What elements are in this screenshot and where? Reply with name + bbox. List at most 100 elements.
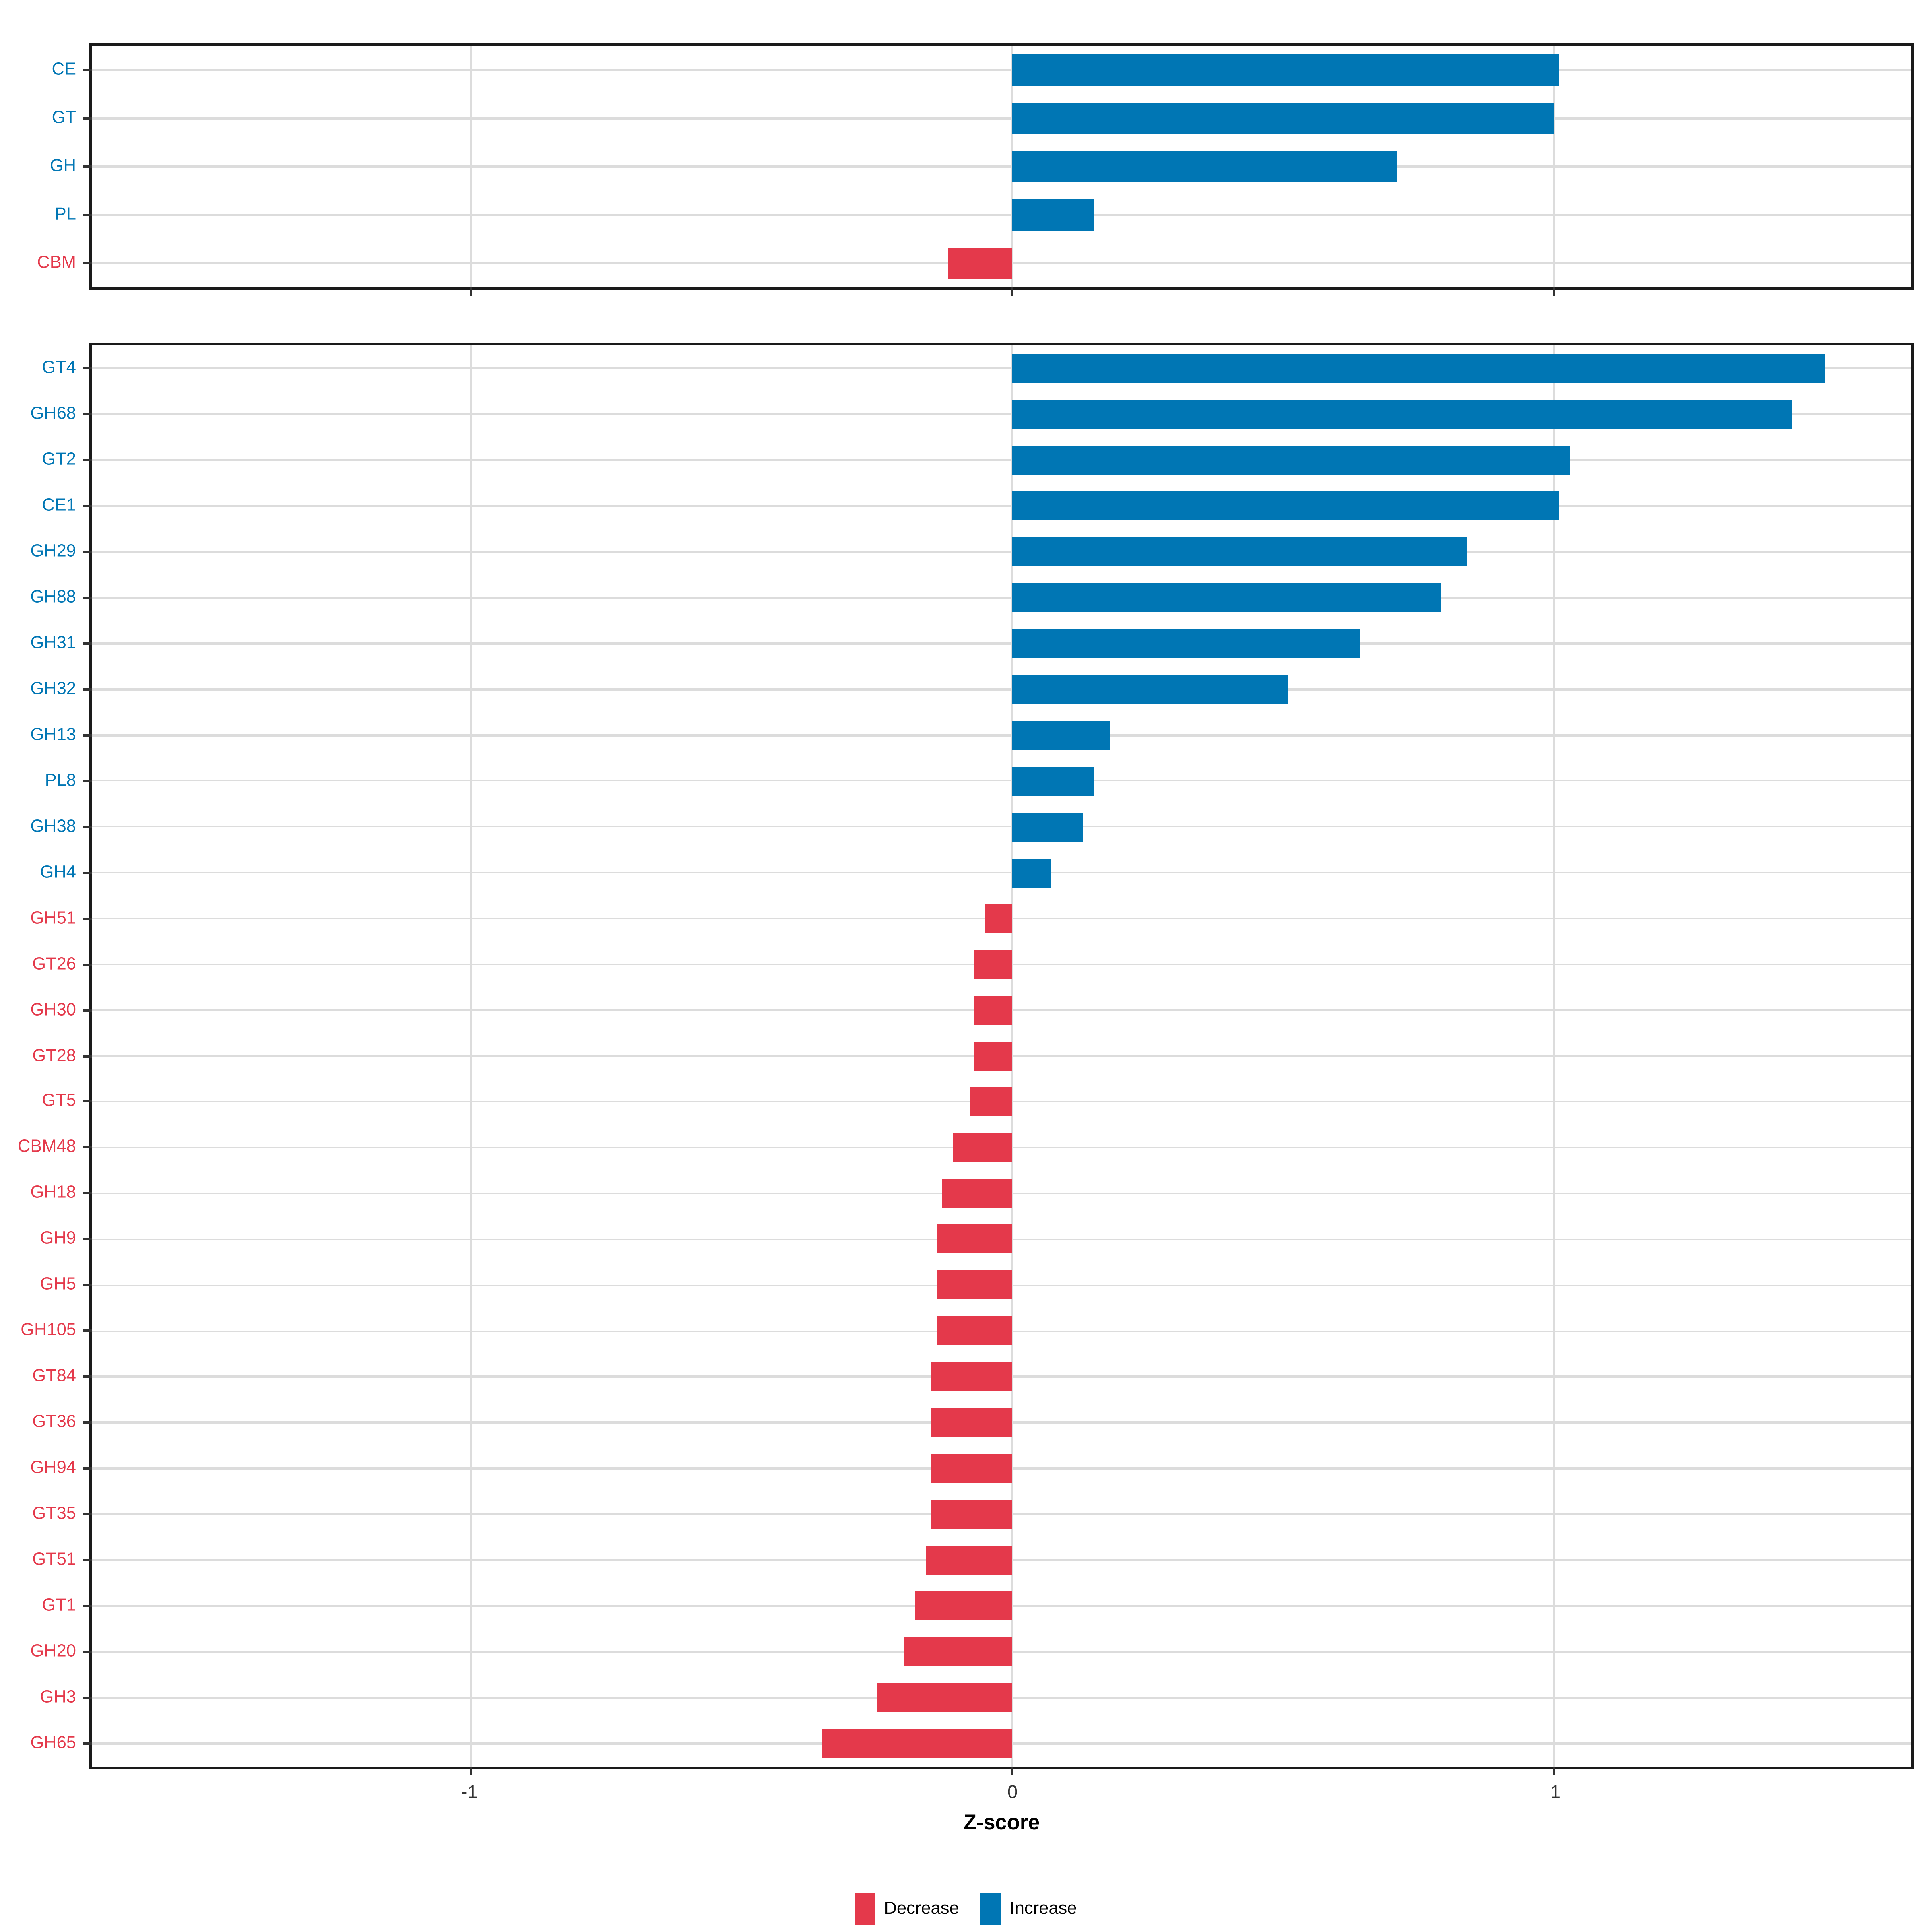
y-axis-tick-mark (83, 596, 92, 599)
bar-gh94 (931, 1454, 1013, 1483)
legend-item-increase: Increase (980, 1893, 1077, 1925)
horizontal-gridline (92, 551, 1911, 553)
category-label-gh29: GH29 (30, 541, 76, 561)
y-axis-tick-mark (83, 734, 92, 737)
horizontal-gridline (92, 597, 1911, 599)
bar-cbm48 (953, 1133, 1013, 1162)
legend-key-increase (980, 1893, 1001, 1925)
horizontal-gridline (92, 688, 1911, 690)
category-label-cbm48: CBM48 (17, 1137, 76, 1157)
y-axis-tick-mark (83, 1513, 92, 1516)
legend-label-decrease: Decrease (884, 1899, 959, 1919)
y-axis-tick-mark (83, 1559, 92, 1562)
category-label-gh9: GH9 (40, 1229, 76, 1249)
bar-gh18 (942, 1179, 1013, 1208)
category-label-gh32: GH32 (30, 679, 76, 699)
bar-cbm (947, 248, 1013, 279)
y-axis-tick-mark (83, 688, 92, 691)
y-axis-tick-mark (83, 1605, 92, 1608)
category-label-gt28: GT28 (32, 1046, 76, 1065)
bar-gt51 (926, 1546, 1013, 1575)
bar-gt (1012, 103, 1554, 134)
x-axis-tick-mark (469, 1767, 472, 1775)
bar-gt36 (931, 1408, 1013, 1437)
y-axis-tick-mark (83, 117, 92, 120)
bar-ce1 (1012, 491, 1560, 520)
bar-gh38 (1012, 812, 1083, 841)
y-axis-tick-mark (83, 413, 92, 415)
x-axis-title: Z-score (963, 1810, 1040, 1834)
category-label-gh31: GH31 (30, 633, 76, 653)
category-label-gt26: GT26 (32, 954, 76, 974)
category-label-gt84: GT84 (32, 1367, 76, 1387)
y-axis-tick-mark (83, 550, 92, 553)
legend-key-decrease (855, 1893, 876, 1925)
bar-gh29 (1012, 537, 1468, 566)
bar-gt28 (974, 1041, 1013, 1071)
bar-gh13 (1012, 720, 1110, 750)
y-axis-tick-mark (83, 504, 92, 507)
bar-gt1 (915, 1591, 1013, 1621)
category-label-gh38: GH38 (30, 817, 76, 836)
x-axis-tick-mark (1552, 287, 1555, 296)
category-label-gh20: GH20 (30, 1642, 76, 1662)
y-axis-tick-mark (83, 1192, 92, 1195)
bar-gt5 (969, 1087, 1013, 1117)
category-label-gh68: GH68 (30, 404, 76, 424)
horizontal-gridline (92, 642, 1911, 644)
bar-gh65 (823, 1729, 1013, 1759)
bar-gh20 (904, 1637, 1013, 1667)
bar-gh51 (985, 904, 1013, 933)
category-label-gh30: GH30 (30, 1000, 76, 1020)
bar-pl (1012, 199, 1094, 231)
x-tick-label-0: 0 (1007, 1782, 1018, 1803)
horizontal-gridline (92, 69, 1911, 71)
y-axis-tick-mark (83, 1421, 92, 1424)
category-label-gt: GT (52, 108, 76, 128)
y-axis-tick-mark (83, 1329, 92, 1332)
y-axis-tick-mark (83, 917, 92, 920)
category-label-gh105: GH105 (21, 1321, 76, 1341)
category-label-gh: GH (50, 157, 76, 176)
horizontal-gridline (92, 459, 1911, 461)
horizontal-gridline (92, 413, 1911, 415)
y-axis-tick-mark (83, 214, 92, 216)
bar-gt2 (1012, 445, 1571, 475)
bar-pl8 (1012, 766, 1094, 796)
bar-gh4 (1012, 858, 1051, 887)
category-label-gt36: GT36 (32, 1412, 76, 1432)
category-label-cbm: CBM (37, 253, 76, 273)
category-label-gt5: GT5 (42, 1092, 76, 1111)
category-label-gt2: GT2 (42, 450, 76, 469)
x-axis-tick-mark (1011, 1767, 1014, 1775)
panel-cazyme-families: GT4 GH68 GT2 CE1 GH29 GH88 GH31 GH32 GH13 PL8 GH38… (18, 343, 1914, 1775)
x-tick-label--1: -1 (461, 1782, 478, 1803)
y-axis-tick-mark (83, 1055, 92, 1057)
bar-gh88 (1012, 583, 1441, 612)
horizontal-gridline (92, 871, 1911, 874)
legend-label-increase: Increase (1009, 1899, 1077, 1919)
panel-cazyme-classes: CE GT GH PL CBM (37, 43, 1914, 296)
category-label-gh65: GH65 (30, 1734, 76, 1753)
category-label-gh3: GH3 (40, 1688, 76, 1707)
legend: Decrease Increase (0, 1893, 1932, 1925)
y-axis-tick-mark (83, 1009, 92, 1011)
y-axis-tick-mark (83, 458, 92, 461)
y-axis-tick-mark (83, 825, 92, 828)
y-axis-tick-mark (83, 1238, 92, 1241)
y-axis-tick-mark (83, 1146, 92, 1149)
x-axis-tick-mark (1011, 287, 1014, 296)
bar-gt35 (931, 1500, 1013, 1529)
category-label-gh18: GH18 (30, 1183, 76, 1203)
horizontal-gridline (92, 826, 1911, 828)
horizontal-gridline (92, 165, 1911, 168)
bar-gh105 (937, 1316, 1013, 1346)
category-label-ce1: CE1 (42, 495, 76, 515)
category-label-gh94: GH94 (30, 1458, 76, 1478)
bar-gt4 (1012, 353, 1825, 383)
category-label-gt4: GT4 (42, 358, 76, 378)
category-label-gh51: GH51 (30, 908, 76, 928)
y-axis-tick-mark (83, 963, 92, 966)
